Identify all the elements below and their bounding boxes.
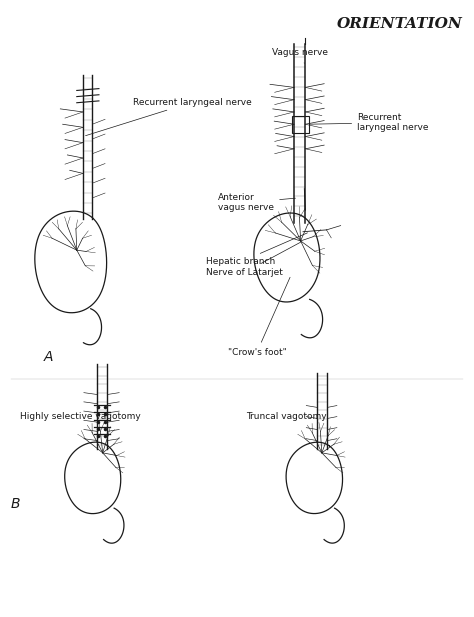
Text: Recurrent
laryngeal nerve: Recurrent laryngeal nerve [310,113,428,133]
Text: Hepatic branch: Hepatic branch [206,233,308,267]
Text: Truncal vagotomy: Truncal vagotomy [246,412,327,421]
Text: Vagus nerve: Vagus nerve [273,49,328,64]
Text: Anterior
vagus nerve: Anterior vagus nerve [218,193,295,212]
Text: Highly selective vagotomy: Highly selective vagotomy [20,412,141,421]
Text: A: A [44,350,53,363]
Text: ORIENTATION: ORIENTATION [337,17,463,31]
Text: B: B [11,497,20,511]
Text: Recurrent laryngeal nerve: Recurrent laryngeal nerve [86,97,252,136]
Text: "Crow's foot": "Crow's foot" [228,277,290,357]
Text: Nerve of Latarjet: Nerve of Latarjet [206,242,301,276]
